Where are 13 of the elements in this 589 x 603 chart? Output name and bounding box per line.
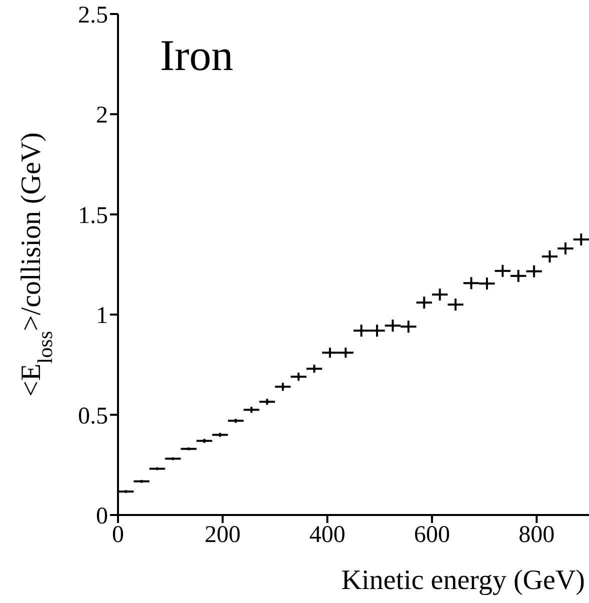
x-tick-label: 400	[309, 522, 346, 548]
y-tick-label: 1.5	[78, 202, 108, 229]
y-tick-label: 0.5	[78, 403, 108, 430]
annotation: Iron	[160, 30, 234, 81]
x-tick-label: 0	[112, 522, 124, 548]
y-tick-label: 2.5	[78, 2, 108, 29]
x-tick-label: 800	[518, 522, 555, 548]
y-tick-label: 0	[96, 504, 108, 530]
y-tick-label: 1	[96, 303, 108, 330]
x-tick-label: 600	[414, 522, 450, 548]
x-tick-label: 200	[204, 522, 241, 548]
y-tick-label: 2	[96, 102, 108, 129]
x-axis-title: Kinetic energy (GeV)	[341, 565, 585, 596]
